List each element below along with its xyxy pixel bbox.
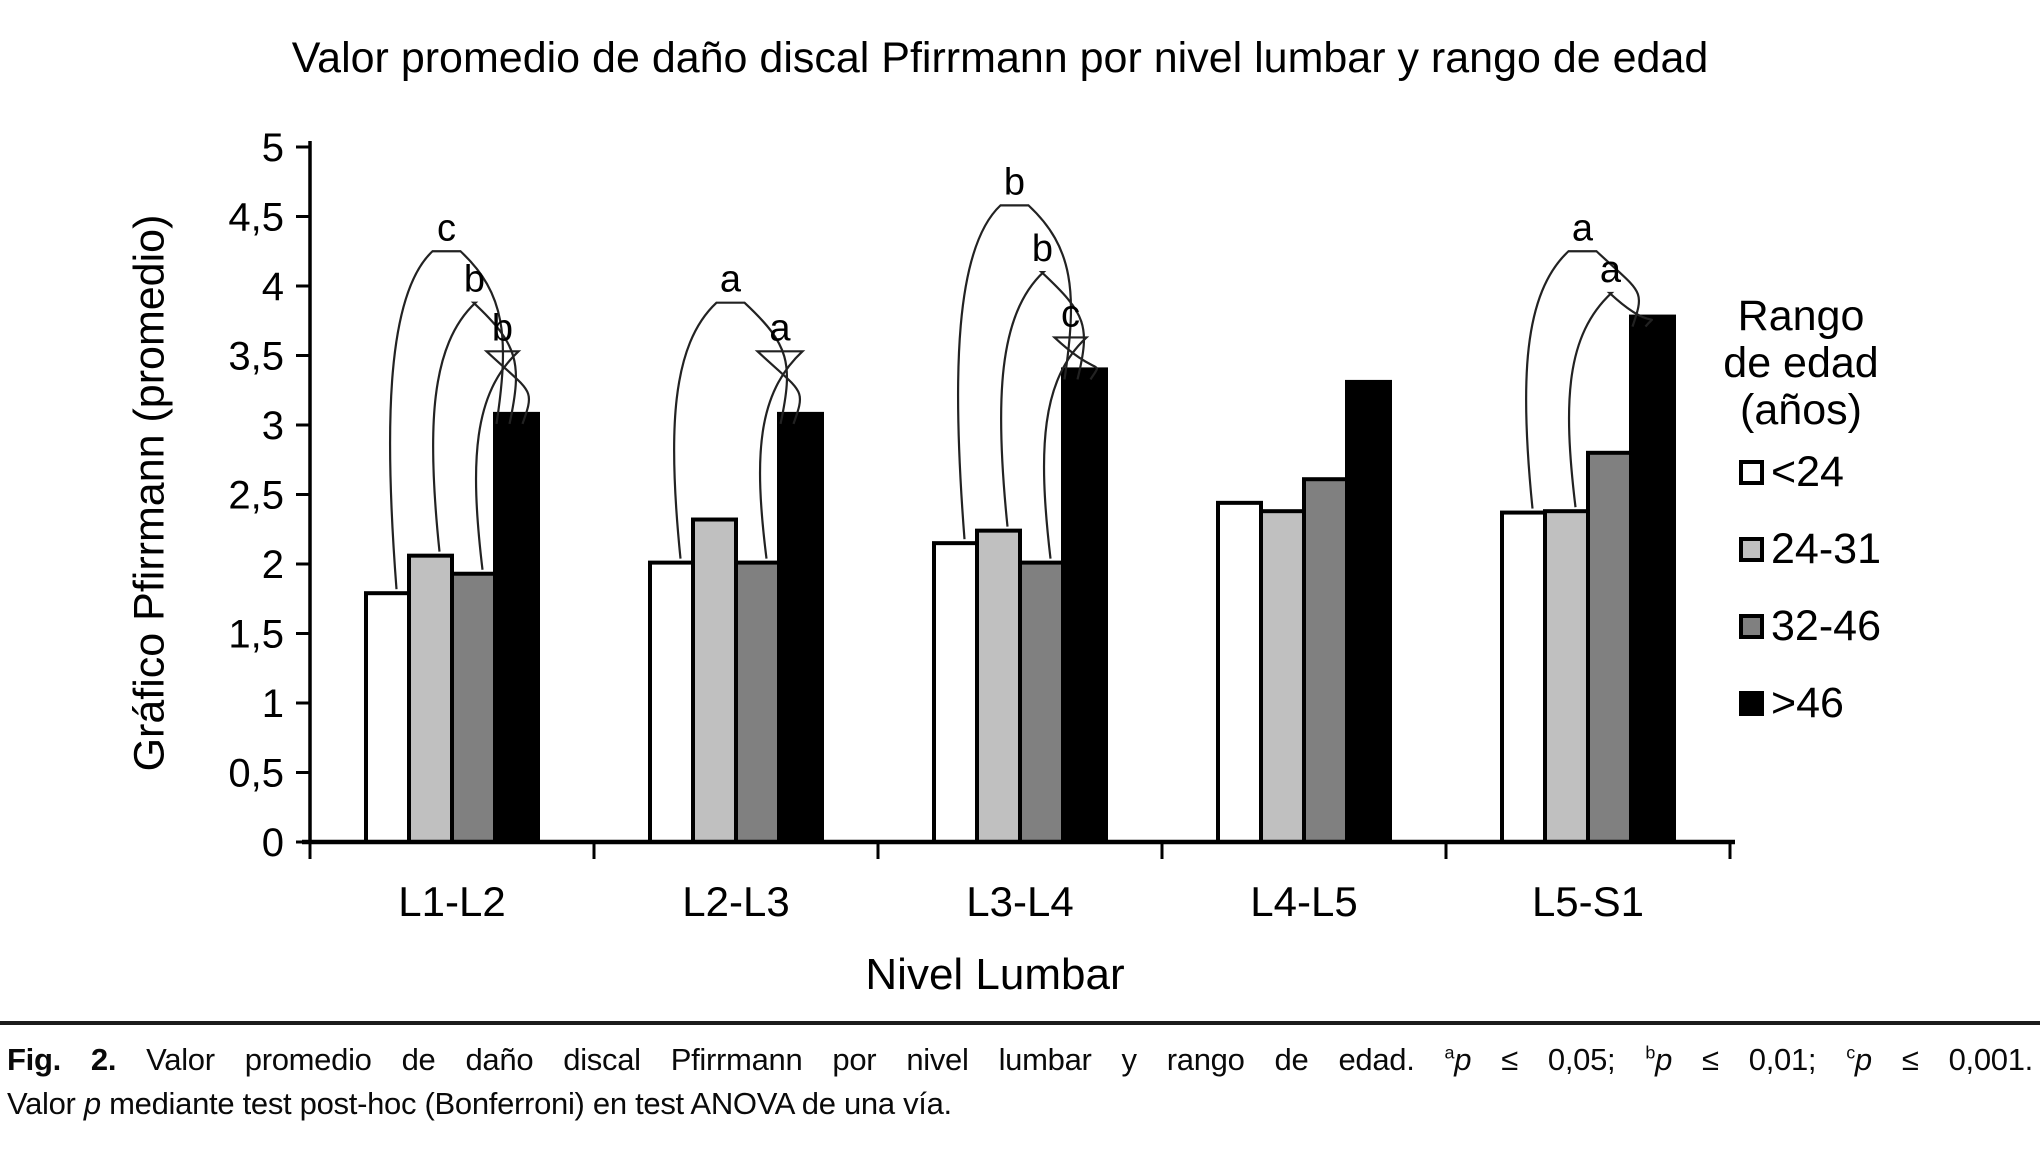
significance-bracket bbox=[1567, 291, 1653, 508]
significance-letter: b bbox=[1004, 161, 1025, 203]
caption-segment: ≤ 0,001. bbox=[1871, 1042, 2033, 1077]
legend-title-line: (años) bbox=[1740, 386, 1862, 434]
caption-segment: c bbox=[1846, 1042, 1855, 1063]
caption-line-2: Valor p mediante test post-hoc (Bonferro… bbox=[7, 1082, 2033, 1126]
significance-bracket bbox=[431, 301, 518, 552]
caption-segment: p bbox=[83, 1086, 101, 1121]
bar-L3-L4-series-1 bbox=[932, 541, 979, 845]
caption-segment: p bbox=[1454, 1042, 1472, 1077]
age-range-legend: Rango de edad (años) <24 24-31 32-46 >46 bbox=[1719, 293, 2019, 727]
legend-swatch-icon bbox=[1739, 459, 1764, 485]
y-tick-label: 0 bbox=[262, 821, 284, 865]
caption-segment: ≤ 0,05; bbox=[1471, 1042, 1646, 1077]
bar-L5-S1-series-3 bbox=[1586, 450, 1633, 844]
significance-bracket bbox=[1042, 336, 1098, 559]
caption-divider bbox=[0, 1021, 2040, 1025]
caption-segment: b bbox=[1645, 1042, 1656, 1063]
caption-segment: p bbox=[1655, 1042, 1673, 1077]
bar-L3-L4-series-4 bbox=[1061, 367, 1108, 844]
caption-segment: Valor bbox=[7, 1086, 84, 1121]
bar-L3-L4-series-2 bbox=[975, 528, 1022, 844]
significance-letter: a bbox=[1572, 207, 1594, 249]
significance-bracket bbox=[1524, 250, 1640, 509]
y-tick-label: 2 bbox=[262, 543, 284, 587]
caption-segment: Valor promedio de daño discal Pfirrmann … bbox=[116, 1042, 1445, 1077]
bar-L1-L2-series-2 bbox=[407, 553, 454, 844]
legend-title-line: Rango bbox=[1737, 292, 1865, 340]
bar-L5-S1-series-2 bbox=[1543, 509, 1590, 844]
bar-L4-L5-series-1 bbox=[1216, 500, 1263, 844]
bar-L1-L2-series-3 bbox=[450, 571, 497, 844]
pfirrmann-bar-chart: 0 0,5 1 1,5 2 2,5 3 3,5 4 4,5 5 L1-L2 L2-L3 L3-L4 L4-L… bbox=[228, 126, 1735, 925]
bar-L1-L2-series-1 bbox=[364, 591, 411, 844]
y-tick-label: 4,5 bbox=[228, 196, 284, 240]
legend-swatch-icon bbox=[1739, 536, 1764, 562]
significance-letter: c bbox=[1061, 293, 1080, 335]
bar-L3-L4-series-3 bbox=[1018, 560, 1065, 844]
legend-label: <24 bbox=[1771, 447, 1844, 496]
legend-label: >46 bbox=[1771, 678, 1844, 727]
significance-letter: b bbox=[1032, 228, 1053, 270]
bar-L2-L3-series-2 bbox=[691, 517, 738, 845]
legend-title-line: de edad bbox=[1723, 339, 1879, 387]
y-tick-label: 3,5 bbox=[228, 335, 284, 379]
significance-bracket bbox=[956, 204, 1073, 540]
legend-title: Rango de edad (años) bbox=[1719, 293, 1883, 434]
x-category-label: L1-L2 bbox=[398, 878, 505, 925]
legend-swatch-icon bbox=[1739, 613, 1764, 639]
significance-letter: b bbox=[492, 307, 513, 349]
legend-items: <24 24-31 32-46 >46 bbox=[1719, 447, 2019, 727]
significance-letter: a bbox=[769, 307, 791, 349]
caption-line-1: Fig. 2. Valor promedio de daño discal Pf… bbox=[7, 1038, 2033, 1082]
y-tick-label: 2,5 bbox=[228, 474, 284, 518]
bar-L5-S1-series-1 bbox=[1500, 510, 1547, 844]
bar-L2-L3-series-3 bbox=[734, 560, 781, 844]
x-category-label: L2-L3 bbox=[682, 878, 789, 925]
legend-label: 32-46 bbox=[1771, 601, 1881, 650]
y-tick-label: 1,5 bbox=[228, 613, 284, 657]
legend-item: <24 bbox=[1719, 447, 2019, 496]
significance-bracket bbox=[999, 271, 1086, 527]
x-category-label: L3-L4 bbox=[966, 878, 1073, 925]
x-axis-title: Nivel Lumbar bbox=[865, 950, 1125, 999]
legend-item: 32-46 bbox=[1719, 601, 2019, 650]
legend-item: 24-31 bbox=[1719, 524, 2019, 573]
legend-swatch-icon bbox=[1739, 690, 1764, 716]
bar-L4-L5-series-2 bbox=[1259, 509, 1306, 844]
significance-bracket bbox=[754, 350, 806, 559]
bar-L5-S1-series-4 bbox=[1629, 314, 1676, 844]
significance-letter: b bbox=[464, 259, 485, 301]
chart-title: Valor promedio de daño discal Pfirrmann … bbox=[291, 34, 1709, 82]
caption-segment: ≤ 0,01; bbox=[1672, 1042, 1847, 1077]
bar-L1-L2-series-4 bbox=[493, 411, 540, 844]
bar-L4-L5-series-4 bbox=[1345, 379, 1392, 844]
y-tick-label: 3 bbox=[262, 404, 284, 448]
significance-letter: a bbox=[720, 259, 742, 301]
caption-segment: p bbox=[1854, 1042, 1872, 1077]
significance-letter: c bbox=[437, 207, 456, 249]
significance-bracket bbox=[474, 350, 530, 570]
significance-letter: a bbox=[1600, 249, 1622, 291]
y-tick-label: 1 bbox=[262, 682, 284, 726]
y-tick-label: 4 bbox=[262, 265, 284, 309]
x-category-label: L4-L5 bbox=[1250, 878, 1357, 925]
legend-item: >46 bbox=[1719, 678, 2019, 727]
y-tick-label: 0,5 bbox=[228, 752, 284, 796]
bar-L2-L3-series-1 bbox=[648, 560, 695, 844]
caption-segment: a bbox=[1444, 1042, 1455, 1063]
y-tick-label: 5 bbox=[262, 126, 284, 170]
legend-label: 24-31 bbox=[1771, 524, 1881, 573]
bar-L2-L3-series-4 bbox=[777, 411, 824, 844]
caption-segment: mediante test post-hoc (Bonferroni) en t… bbox=[100, 1086, 952, 1121]
bar-L4-L5-series-3 bbox=[1302, 477, 1349, 844]
significance-bracket bbox=[388, 250, 505, 590]
caption-segment: Fig. 2. bbox=[7, 1042, 117, 1077]
x-category-label: L5-S1 bbox=[1532, 878, 1644, 925]
figure-caption: Fig. 2. Valor promedio de daño discal Pf… bbox=[7, 1038, 2033, 1126]
